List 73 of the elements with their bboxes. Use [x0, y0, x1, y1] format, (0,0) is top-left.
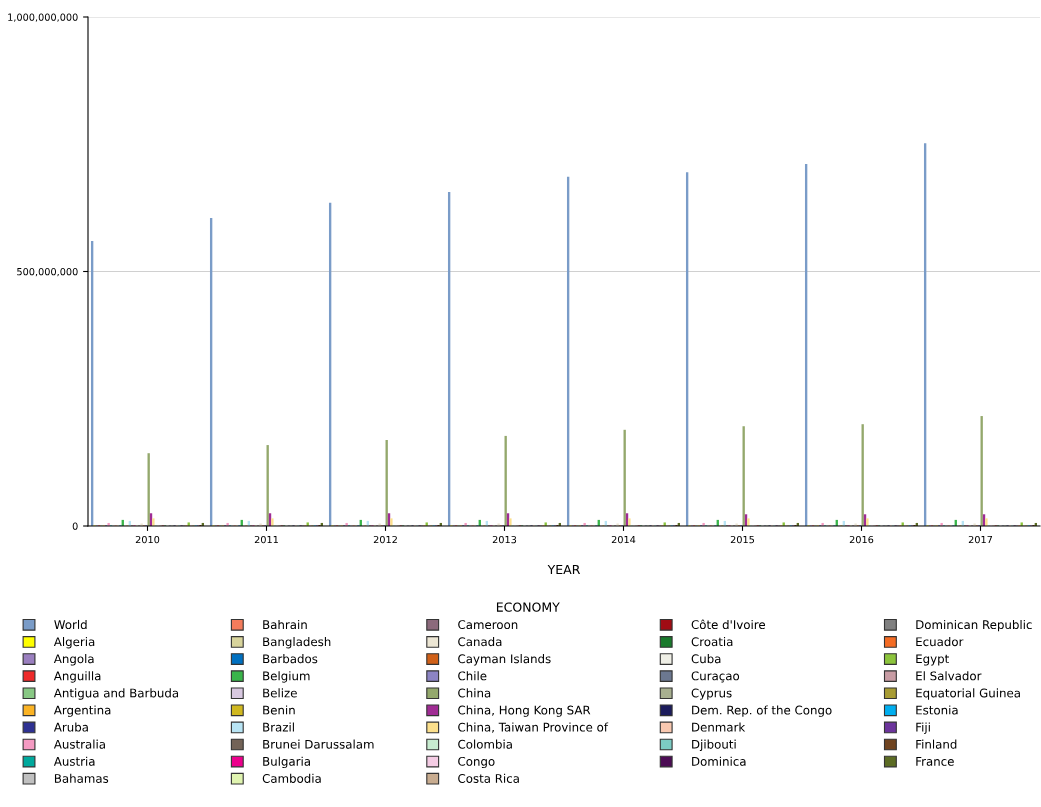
legend-label: Fiji [916, 722, 930, 734]
legend-label: Colombia [458, 739, 512, 749]
y-tick-label: 1,000,000,000 [8, 13, 78, 22]
bar [147, 453, 150, 526]
bar [390, 518, 393, 526]
legend-label: Belgium [263, 671, 310, 683]
legend-label: Bulgaria [263, 756, 310, 769]
x-tick-label: 2013 [492, 535, 517, 544]
legend-label: Brazil [263, 722, 294, 732]
legend-label: Cambodia [262, 773, 321, 783]
legend-label: Canada [458, 637, 502, 647]
legend-label: Cyprus [691, 688, 732, 700]
bar [985, 518, 988, 526]
legend-label: Denmark [692, 722, 746, 732]
bar [385, 439, 388, 526]
y-tick-label: 0 [72, 522, 78, 530]
bar [742, 426, 745, 526]
bar [747, 518, 750, 526]
bar [628, 518, 631, 526]
legend-label: Egypt [916, 654, 949, 666]
legend-label: Estonia [916, 705, 958, 715]
legend-label: Bangladesh [263, 637, 331, 649]
legend-label: Benin [263, 705, 295, 715]
legend-label: Equatorial Guinea [916, 688, 1020, 700]
bar [509, 518, 512, 526]
x-tick-label: 2016 [849, 535, 874, 544]
legend-label: Djibouti [692, 739, 736, 752]
legend-label: Ecuador [916, 637, 964, 647]
legend-label: Algeria [53, 637, 95, 649]
bar [152, 518, 155, 526]
bar [866, 518, 869, 526]
legend-label: France [916, 757, 954, 766]
x-tick-label: 2015 [730, 535, 755, 544]
legend-label: Bahrain [263, 619, 307, 630]
legend-label: Curaçao [691, 671, 740, 683]
bar [504, 435, 507, 526]
x-tick-label: 2014 [611, 535, 636, 544]
legend-label: Chile [458, 671, 487, 681]
legend-label: Austria [53, 756, 95, 766]
legend-label: Croatia [691, 637, 733, 647]
legend-label: Brunei Darussalam [263, 739, 374, 749]
legend-label: Anguilla [53, 671, 101, 683]
x-axis-title: YEAR [547, 564, 581, 575]
x-tick-label: 2017 [968, 535, 993, 544]
legend-label: Cameroon [458, 620, 518, 630]
legend-label: El Salvador [916, 671, 982, 681]
x-tick-label: 2010 [135, 535, 160, 544]
legend-label: China, Hong Kong SAR [458, 705, 591, 717]
legend-label: Bahamas [54, 773, 109, 783]
legend-label: Angola [53, 654, 94, 666]
legend-label: World [54, 619, 87, 630]
legend-label: Barbados [263, 654, 318, 664]
legend-label: Aruba [53, 722, 88, 732]
y-tick-label: 500,000,000 [17, 267, 78, 277]
x-tick-label: 2012 [373, 535, 397, 544]
legend-label: Costa Rica [458, 773, 519, 783]
legend-label: Belize [263, 688, 297, 698]
legend-label: Finland [916, 739, 957, 749]
legend-label: Dem. Rep. of the Congo [692, 705, 832, 717]
legend-label: Dominica [692, 756, 746, 766]
legend-label: Cayman Islands [458, 654, 551, 666]
legend-label: Australia [53, 739, 105, 749]
legend-label: Argentina [53, 705, 111, 717]
bar [271, 518, 274, 526]
x-tick-label: 2011 [254, 535, 278, 544]
legend-label: Côte d'Ivoire [691, 619, 766, 630]
legend-label: China [458, 688, 491, 698]
legend-label: Cuba [691, 654, 721, 664]
legend-title: ECONOMY [496, 602, 560, 612]
legend-label: Congo [458, 756, 495, 769]
legend-label: Dominican Republic [916, 619, 1032, 632]
legend-label: China, Taiwan Province of [458, 722, 609, 733]
legend-label: Antigua and Barbuda [53, 688, 179, 700]
